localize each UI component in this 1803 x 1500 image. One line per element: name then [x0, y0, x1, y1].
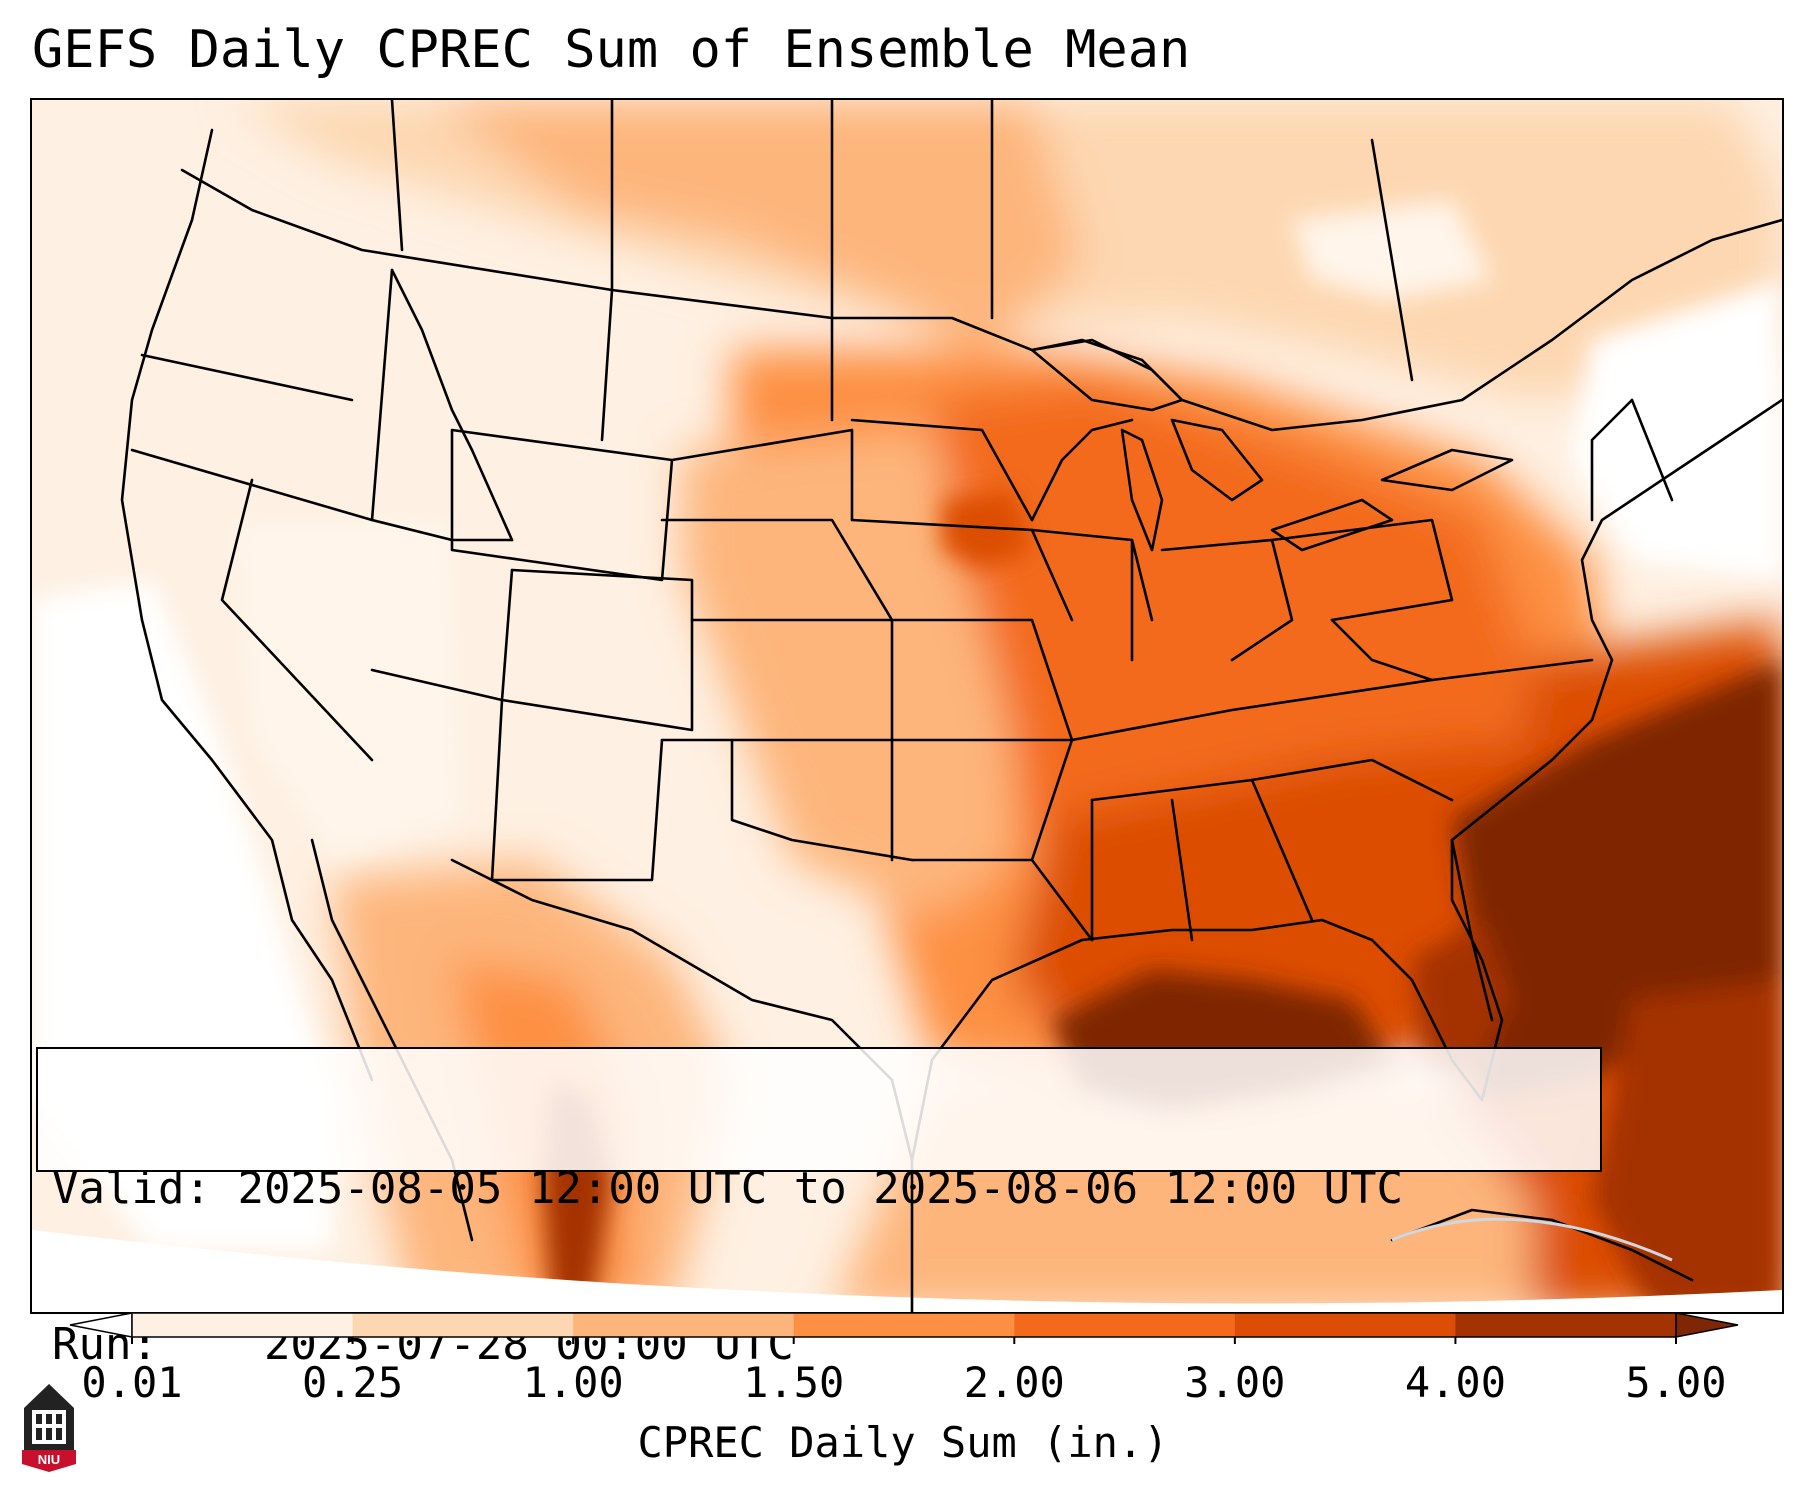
colorbar-tick-label: 0.25: [301, 1358, 404, 1407]
colorbar-tick-label: 3.00: [1184, 1358, 1286, 1407]
colorbar-tick-label: 4.00: [1404, 1358, 1506, 1407]
colorbar: [69, 1312, 1739, 1344]
colorbar-segment: [793, 1313, 1015, 1337]
coastline-faint: [1391, 1217, 1673, 1262]
colorbar-segment: [1455, 1313, 1677, 1337]
colorbar-segment: [352, 1313, 574, 1337]
valid-value: 2025-08-05 12:00 UTC to 2025-08-06 12:00…: [237, 1163, 1404, 1214]
projection-edge: [32, 1230, 1782, 1312]
validity-info-box: Valid: 2025-08-05 12:00 UTC to 2025-08-0…: [36, 1047, 1602, 1370]
map-title: GEFS Daily CPREC Sum of Ensemble Mean: [32, 20, 1191, 80]
colorbar-segment: [1234, 1313, 1456, 1337]
logo-text: NIU: [38, 1452, 60, 1467]
colorbar-tick-label: 5.00: [1625, 1358, 1727, 1407]
colorbar-outline: [131, 1312, 1677, 1338]
political-boundaries: [120, 100, 1782, 1312]
colorbar-segment: [1014, 1313, 1236, 1337]
colorbar-tick-label: 1.00: [522, 1358, 624, 1407]
colorbar-tick-label: 2.00: [963, 1358, 1065, 1407]
colorbar-segment: [132, 1313, 354, 1337]
colorbar-extend-low: [69, 1312, 133, 1338]
colorbar-label: CPREC Daily Sum (in.): [637, 1418, 1169, 1467]
colorbar-segment: [573, 1313, 795, 1337]
colorbar-tick-label: 0.01: [81, 1358, 183, 1407]
valid-label: Valid:: [52, 1163, 211, 1214]
valid-line: Valid: 2025-08-05 12:00 UTC to 2025-08-0…: [52, 1163, 1586, 1215]
colorbar-tick-label: 1.50: [743, 1358, 845, 1407]
niu-university-logo-icon: NIU: [22, 1384, 76, 1472]
colorbar-extend-high: [1675, 1312, 1739, 1338]
